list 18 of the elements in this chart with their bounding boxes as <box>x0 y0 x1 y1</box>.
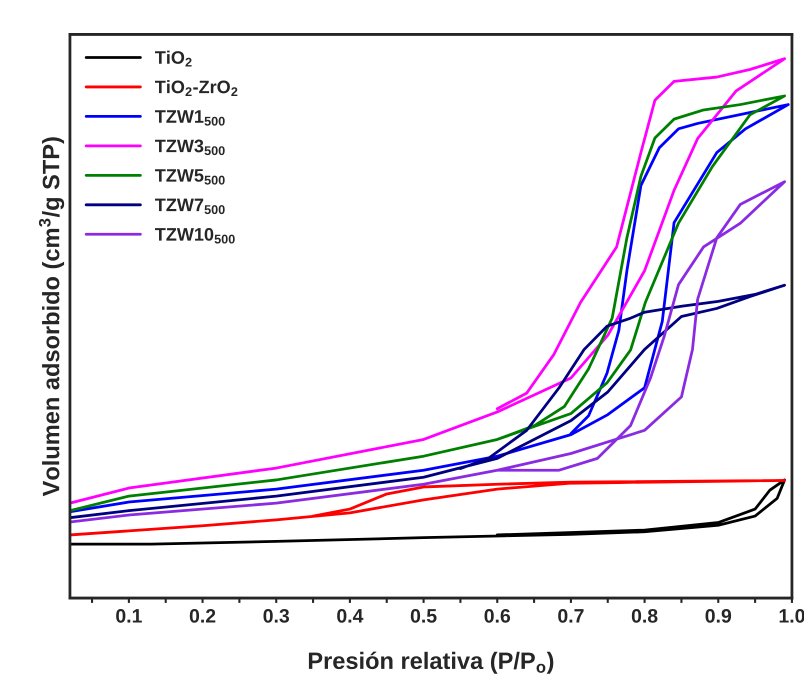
legend-label: TZW5$_{500}$ <box>155 169 225 185</box>
x-tick-label: 0.3 <box>263 608 290 623</box>
x-tick-label: 0.8 <box>632 608 658 623</box>
legend-label: TZW3$_{500}$ <box>155 140 225 156</box>
x-tick-label: 0.1 <box>116 608 142 623</box>
x-tick-label: 0.5 <box>410 608 437 623</box>
x-axis-title: Presión relativa (P/P$_{o}$) <box>308 652 554 674</box>
legend-label: TZW7$_{500}$ <box>155 198 225 214</box>
x-tick-label: 0.4 <box>337 608 364 623</box>
x-tick-label: 0.7 <box>558 608 584 623</box>
x-tick-label: 0.9 <box>706 608 732 623</box>
y-axis-title: Volumen adsorbido (cm$^{3}$/g STP) <box>38 137 64 496</box>
legend-label: TiO$_{2}$-ZrO$_{2}$ <box>155 80 238 96</box>
legend-label: TZW1$_{500}$ <box>155 110 225 126</box>
x-tick-label: 0.6 <box>484 608 510 623</box>
legend-label: TiO$_{2}$ <box>155 50 192 67</box>
legend-label: TZW10$_{500}$ <box>155 228 235 244</box>
x-tick-label: 0.2 <box>190 608 216 623</box>
